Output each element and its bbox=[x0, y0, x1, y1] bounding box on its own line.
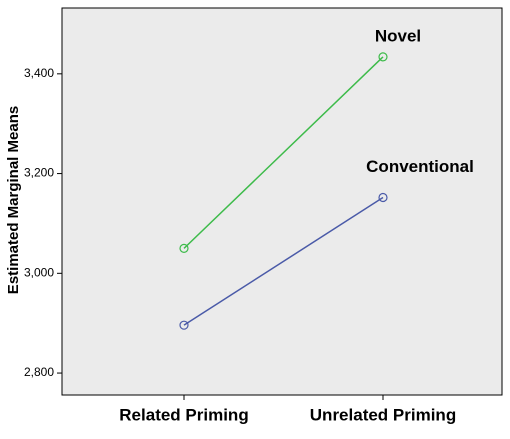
series-line bbox=[183, 56, 384, 249]
series-label: Conventional bbox=[366, 157, 474, 176]
y-tick-label: 2,800 bbox=[24, 365, 54, 379]
y-tick-label: 3,400 bbox=[24, 66, 54, 80]
plot-area bbox=[61, 7, 503, 396]
point bbox=[179, 243, 189, 253]
y-tick-label: 3,000 bbox=[24, 265, 54, 279]
series-label: Novel bbox=[375, 26, 421, 45]
y-axis-label: Estimated Marginal Means bbox=[5, 106, 22, 294]
point bbox=[179, 320, 189, 330]
x-tick-label: Unrelated Priming bbox=[310, 405, 456, 424]
point bbox=[378, 192, 388, 203]
point bbox=[378, 52, 388, 62]
x-tick-label: Related Priming bbox=[119, 405, 248, 424]
series-line bbox=[183, 196, 384, 326]
y-tick-label: 3,200 bbox=[24, 166, 54, 180]
